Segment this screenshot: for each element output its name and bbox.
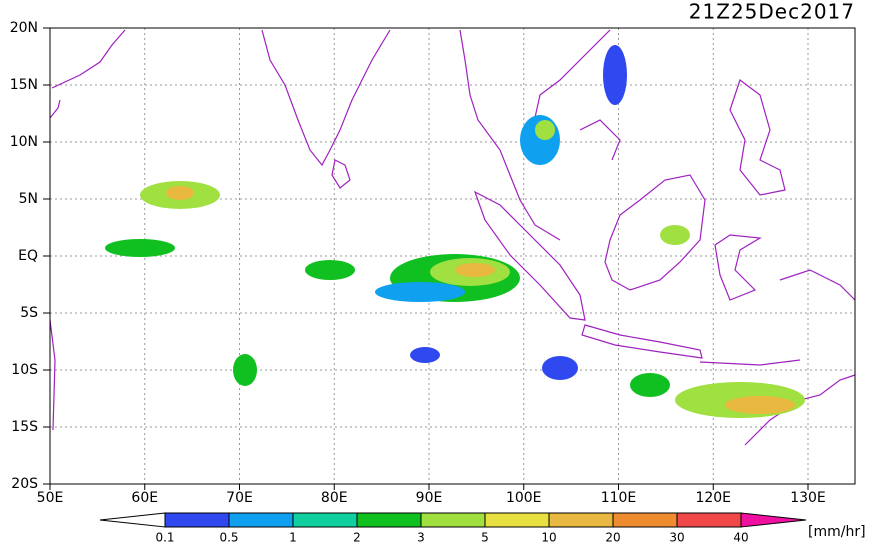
philippines bbox=[729, 79, 786, 196]
arabia-coast bbox=[51, 29, 126, 89]
new-guinea bbox=[779, 269, 856, 301]
sulawesi bbox=[714, 234, 762, 301]
colorbar-unit: [mm/hr] bbox=[808, 524, 866, 540]
lon-label: 50E bbox=[37, 490, 64, 506]
colorbar-over bbox=[740, 512, 807, 528]
rain-area bbox=[105, 239, 175, 257]
rain-area bbox=[660, 225, 690, 245]
africa-coast bbox=[49, 99, 61, 431]
colorbar-label: 20 bbox=[605, 531, 620, 544]
colorbar-label: 5 bbox=[481, 531, 489, 544]
colorbar-under bbox=[99, 512, 166, 528]
lon-label: 80E bbox=[321, 490, 348, 506]
lon-label: 60E bbox=[131, 490, 158, 506]
colorbar-segment bbox=[676, 512, 742, 528]
lon-label: 110E bbox=[601, 490, 637, 506]
lon-label: 100E bbox=[506, 490, 542, 506]
lat-label: 10N bbox=[10, 134, 38, 150]
lon-label: 90E bbox=[416, 490, 443, 506]
rain-area bbox=[542, 356, 578, 380]
colorbar-segment bbox=[356, 512, 422, 528]
lon-label: 70E bbox=[226, 490, 253, 506]
lat-label: 20S bbox=[11, 476, 38, 492]
rain-area bbox=[603, 45, 627, 105]
lat-label: 20N bbox=[10, 20, 38, 36]
colorbar-label: 0.1 bbox=[155, 531, 174, 544]
rain-area bbox=[630, 373, 670, 397]
rain-area bbox=[375, 282, 465, 302]
lon-label: 120E bbox=[695, 490, 731, 506]
sumatra bbox=[473, 190, 586, 321]
rain-area bbox=[410, 347, 440, 363]
title: 21Z25Dec2017 bbox=[689, 0, 855, 24]
colorbar-segment bbox=[228, 512, 294, 528]
lat-label: 5S bbox=[20, 305, 38, 321]
borneo bbox=[604, 174, 706, 291]
rain-area bbox=[305, 260, 355, 280]
grid bbox=[50, 28, 855, 484]
java bbox=[581, 324, 703, 359]
india-coast bbox=[261, 29, 391, 167]
lat-label: EQ bbox=[18, 248, 38, 264]
colorbar-segment bbox=[548, 512, 614, 528]
lon-label: 130E bbox=[790, 490, 826, 506]
colorbar: 0.1 0.5 1 2 3 5 10 20 30 40 bbox=[99, 512, 807, 544]
rain-area bbox=[233, 354, 257, 386]
colorbar-segment bbox=[612, 512, 678, 528]
coastlines bbox=[49, 29, 856, 446]
colorbar-segment bbox=[484, 512, 550, 528]
colorbar-label: 40 bbox=[733, 531, 748, 544]
colorbar-segment bbox=[420, 512, 486, 528]
rain-area bbox=[725, 396, 795, 414]
precipitation bbox=[105, 45, 805, 418]
lat-label: 15N bbox=[10, 77, 38, 93]
colorbar-label: 2 bbox=[353, 531, 361, 544]
lat-label: 10S bbox=[11, 362, 38, 378]
colorbar-label: 1 bbox=[289, 531, 297, 544]
colorbar-label: 3 bbox=[417, 531, 425, 544]
sri-lanka bbox=[331, 159, 351, 189]
colorbar-label: 10 bbox=[541, 531, 556, 544]
indochina-coast bbox=[459, 29, 621, 241]
lat-label: 15S bbox=[11, 419, 38, 435]
rain-area bbox=[166, 186, 194, 200]
rain-area bbox=[535, 120, 555, 140]
colorbar-segment bbox=[164, 512, 230, 528]
timor-australia bbox=[699, 359, 856, 446]
colorbar-segment bbox=[292, 512, 358, 528]
colorbar-label: 0.5 bbox=[219, 531, 238, 544]
colorbar-label: 30 bbox=[669, 531, 684, 544]
lat-label: 5N bbox=[19, 191, 38, 207]
rain-area bbox=[455, 263, 495, 277]
